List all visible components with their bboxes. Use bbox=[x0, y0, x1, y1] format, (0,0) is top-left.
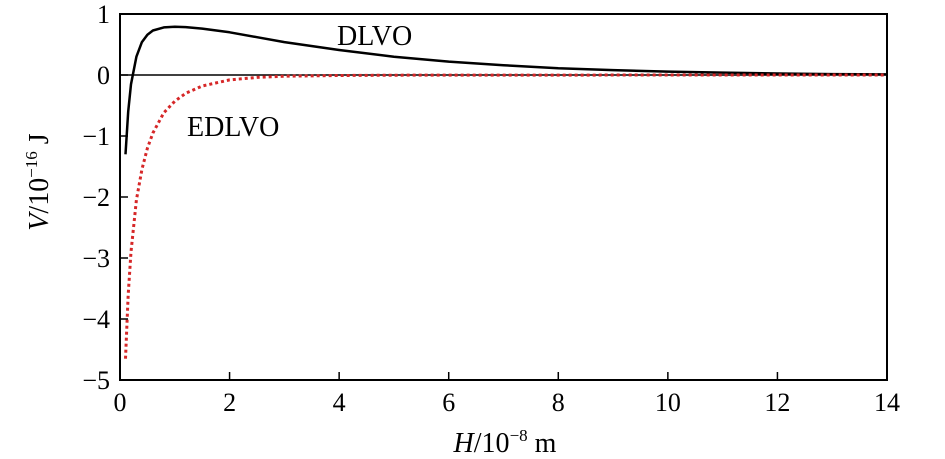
x-tick-label: 10 bbox=[655, 388, 681, 417]
x-axis-label: H/10−8 m bbox=[453, 426, 557, 459]
y-axis-label-unit: J bbox=[24, 133, 55, 151]
series-layer bbox=[124, 25, 888, 359]
y-tick-label: 0 bbox=[97, 61, 110, 90]
plot-frame bbox=[119, 13, 888, 381]
y-axis-label-exp: −16 bbox=[22, 151, 41, 178]
x-axis-label-exp: −8 bbox=[510, 426, 528, 445]
y-axis-label-base: /10 bbox=[24, 178, 55, 214]
y-tick-label: 1 bbox=[97, 0, 110, 29]
x-tick-label: 14 bbox=[874, 388, 900, 417]
series-label-edlvo: EDLVO bbox=[187, 112, 279, 143]
y-axis-label: V/10−16 J bbox=[22, 133, 55, 230]
y-tick-label: −1 bbox=[82, 122, 110, 151]
x-axis-label-base: /10 bbox=[474, 428, 510, 459]
x-axis-label-var: H bbox=[453, 428, 476, 459]
series-line-edlvo bbox=[124, 73, 887, 359]
series-label-dlvo: DLVO bbox=[337, 21, 412, 52]
x-tick-label: 0 bbox=[114, 388, 127, 417]
y-tick-label: −2 bbox=[82, 183, 110, 212]
x-tick-label: 4 bbox=[333, 388, 346, 417]
x-tick-label: 2 bbox=[223, 388, 236, 417]
x-tick-label: 8 bbox=[552, 388, 565, 417]
y-axis-label-var: V bbox=[24, 211, 55, 231]
y-tick-label: −5 bbox=[82, 366, 110, 395]
y-tick-label: −4 bbox=[82, 305, 110, 334]
series-line-dlvo bbox=[124, 25, 888, 155]
x-tick-label: 6 bbox=[442, 388, 455, 417]
y-tick-label: −3 bbox=[82, 244, 110, 273]
x-axis-label-unit: m bbox=[528, 428, 557, 459]
x-tick-label: 12 bbox=[764, 388, 790, 417]
